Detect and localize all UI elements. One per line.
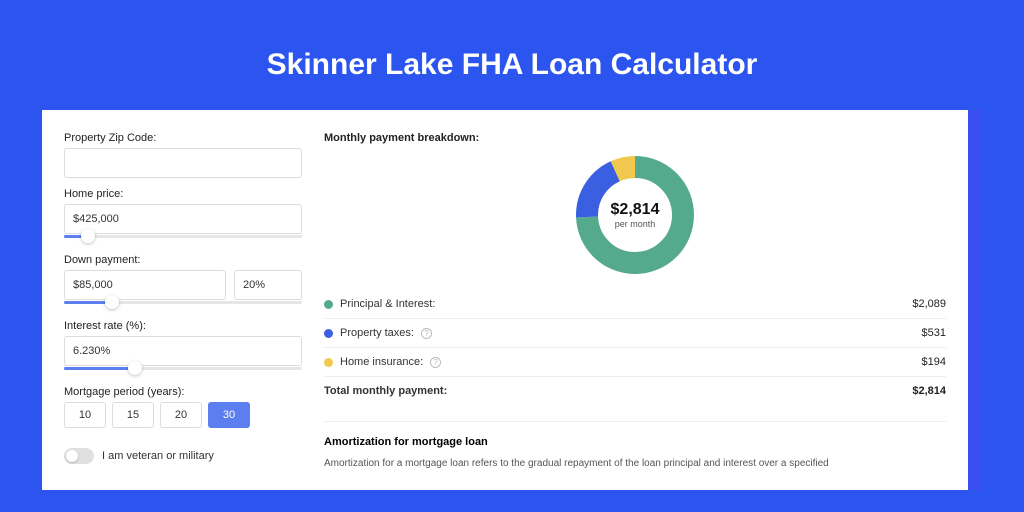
period-button-15[interactable]: 15 [112,402,154,428]
legend-dot [324,358,333,367]
donut-amount: $2,814 [611,201,660,219]
interest-label: Interest rate (%): [64,320,302,332]
veteran-row: I am veteran or military [64,448,302,464]
interest-group: Interest rate (%): [64,320,302,376]
home-price-label: Home price: [64,188,302,200]
period-label: Mortgage period (years): [64,386,302,398]
toggle-knob [66,450,78,462]
panel-shadow: Property Zip Code: Home price: Down paym… [42,110,982,490]
veteran-label: I am veteran or military [102,450,214,462]
down-payment-label: Down payment: [64,254,302,266]
legend-dot [324,329,333,338]
period-button-20[interactable]: 20 [160,402,202,428]
slider-track [64,235,302,238]
down-payment-group: Down payment: [64,254,302,310]
slider-thumb[interactable] [128,361,142,375]
legend-label: Home insurance: [340,356,423,368]
period-button-10[interactable]: 10 [64,402,106,428]
donut-center: $2,814 per month [576,156,694,274]
legend-row: Home insurance:? $194 [324,348,946,377]
info-icon[interactable]: ? [421,328,432,339]
zip-label: Property Zip Code: [64,132,302,144]
legend-dot [324,300,333,309]
page-title: Skinner Lake FHA Loan Calculator [24,48,1000,82]
home-price-slider[interactable] [64,230,302,244]
total-label: Total monthly payment: [324,385,447,397]
donut-chart: $2,814 per month [576,156,694,274]
legend-value: $2,089 [912,298,946,310]
legend-label: Principal & Interest: [340,298,435,310]
period-group: Mortgage period (years): 10152030 [64,386,302,428]
calculator-panel: Property Zip Code: Home price: Down paym… [42,110,968,490]
breakdown-title: Monthly payment breakdown: [324,132,946,144]
legend-value: $531 [922,327,946,339]
zip-input[interactable] [64,148,302,178]
slider-thumb[interactable] [105,295,119,309]
legend-row: Principal & Interest: $2,089 [324,290,946,319]
legend-row: Property taxes:? $531 [324,319,946,348]
page-outer: Skinner Lake FHA Loan Calculator Propert… [0,0,1024,512]
period-button-30[interactable]: 30 [208,402,250,428]
slider-fill [64,367,135,370]
veteran-toggle[interactable] [64,448,94,464]
slider-thumb[interactable] [81,229,95,243]
form-column: Property Zip Code: Home price: Down paym… [64,132,302,490]
amortization-section: Amortization for mortgage loan Amortizat… [324,421,946,471]
legend-value: $194 [922,356,946,368]
total-value: $2,814 [912,385,946,397]
amortization-body: Amortization for a mortgage loan refers … [324,456,946,471]
legend: Principal & Interest: $2,089 Property taxe… [324,290,946,377]
home-price-group: Home price: [64,188,302,244]
zip-group: Property Zip Code: [64,132,302,178]
info-icon[interactable]: ? [430,357,441,368]
total-row: Total monthly payment: $2,814 [324,377,946,405]
donut-sub: per month [615,219,656,229]
down-payment-slider[interactable] [64,296,302,310]
legend-label: Property taxes: [340,327,414,339]
breakdown-column: Monthly payment breakdown: $2,814 per mo… [324,132,946,490]
interest-slider[interactable] [64,362,302,376]
period-row: 10152030 [64,402,302,428]
donut-wrap: $2,814 per month [324,144,946,290]
amortization-title: Amortization for mortgage loan [324,436,946,448]
